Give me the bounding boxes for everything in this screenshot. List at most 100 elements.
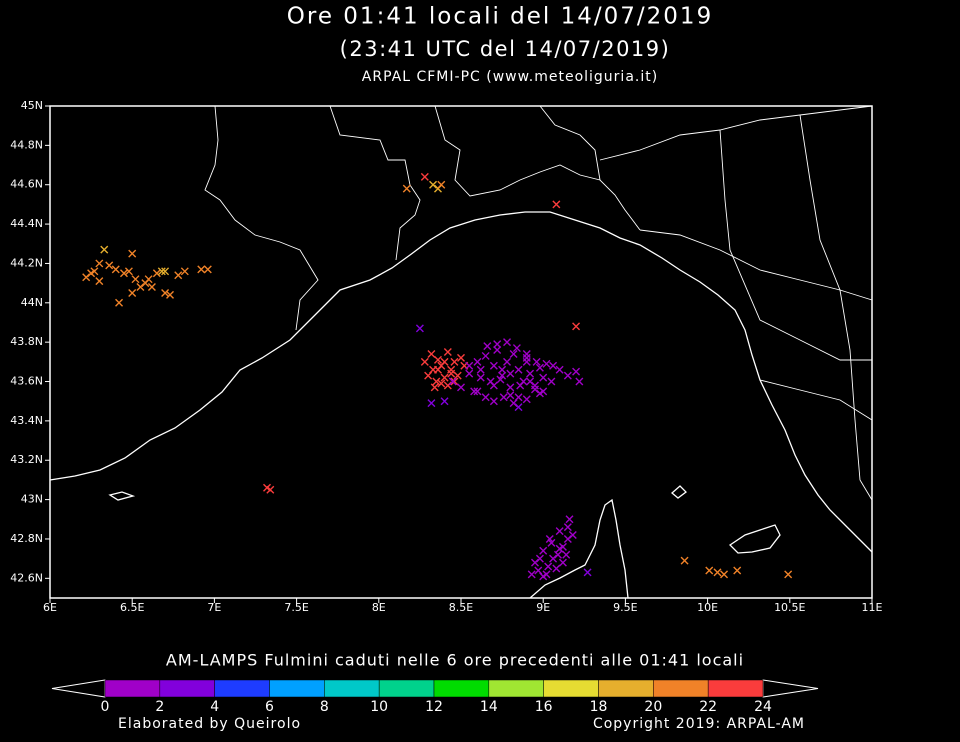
lightning-strike bbox=[563, 534, 572, 543]
lightning-strike bbox=[552, 200, 561, 209]
x-tick-label: 6.5E bbox=[120, 601, 144, 614]
lightning-strike bbox=[430, 383, 439, 392]
lightning-strike bbox=[535, 554, 544, 563]
lightning-strike bbox=[440, 397, 449, 406]
lightning-strike bbox=[572, 367, 581, 376]
lightning-strike bbox=[509, 349, 518, 358]
colorbar-segment bbox=[214, 679, 270, 698]
lightning-strike bbox=[544, 562, 553, 571]
colorbar-segment bbox=[543, 679, 599, 698]
lightning-strike bbox=[481, 351, 490, 360]
colorbar-segment bbox=[433, 679, 490, 698]
lightning-strike bbox=[514, 403, 523, 412]
lightning-strike bbox=[680, 556, 689, 565]
lightning-strike bbox=[420, 172, 429, 181]
lightning-strike bbox=[415, 324, 424, 333]
lightning-strike bbox=[526, 377, 535, 386]
lightning-strike bbox=[144, 275, 153, 284]
colorbar-segment bbox=[104, 679, 161, 698]
lightning-strike bbox=[90, 267, 99, 276]
lightning-strike bbox=[115, 298, 124, 307]
lightning-strike bbox=[437, 180, 446, 189]
lightning-strike bbox=[498, 365, 507, 374]
lightning-strike bbox=[470, 387, 479, 396]
lightning-strike bbox=[535, 389, 544, 398]
lightning-strike bbox=[128, 288, 137, 297]
lightning-strike bbox=[506, 383, 515, 392]
lightning-strike bbox=[473, 357, 482, 366]
lightning-strike bbox=[105, 261, 114, 270]
lightning-strike bbox=[506, 369, 515, 378]
lightning-strike bbox=[476, 373, 485, 382]
lightning-strike bbox=[493, 340, 502, 349]
lightning-strike bbox=[526, 369, 535, 378]
lightning-strike bbox=[542, 570, 551, 579]
lightning-strike bbox=[705, 566, 714, 575]
lightning-strike bbox=[489, 381, 498, 390]
colorbar-arrow-right bbox=[762, 679, 819, 698]
x-tick-label: 11E bbox=[862, 601, 883, 614]
y-tick-label: 42.6N bbox=[10, 571, 43, 584]
lightning-strike bbox=[503, 357, 512, 366]
colorbar-segment bbox=[598, 679, 654, 698]
lightning-strike bbox=[503, 338, 512, 347]
colorbar-segment bbox=[159, 679, 215, 698]
lightning-strike bbox=[530, 558, 539, 567]
colorbar-label: 6 bbox=[265, 699, 274, 715]
lightning-strike bbox=[575, 377, 584, 386]
colorbar-segment bbox=[324, 679, 380, 698]
lightning-strike bbox=[457, 353, 465, 362]
colorbar-label: 4 bbox=[210, 699, 219, 715]
lightning-strike bbox=[147, 283, 156, 292]
colorbar-label: 18 bbox=[590, 699, 608, 715]
lightning-strike bbox=[161, 267, 170, 276]
lightning-strike bbox=[100, 245, 109, 254]
x-tick-label: 10E bbox=[697, 601, 718, 614]
lightning-strike bbox=[427, 349, 436, 358]
lightning-strike bbox=[539, 546, 548, 555]
y-tick-label: 42.8N bbox=[10, 532, 43, 545]
lightning-strike bbox=[450, 377, 459, 386]
y-tick-label: 43.8N bbox=[10, 335, 43, 348]
lightning-strike bbox=[152, 269, 161, 278]
lightning-strike bbox=[542, 359, 551, 368]
y-tick-label: 43.2N bbox=[10, 453, 43, 466]
lightning-strike bbox=[437, 379, 446, 388]
lightning-strike bbox=[512, 344, 521, 353]
lightning-strike bbox=[443, 348, 452, 356]
lightning-strike bbox=[82, 273, 91, 282]
lightning-strike bbox=[465, 361, 474, 370]
x-tick-label: 9.5E bbox=[613, 601, 637, 614]
lightning-strike bbox=[174, 271, 183, 280]
colorbar-label: 22 bbox=[699, 699, 717, 715]
lightning-strike bbox=[443, 381, 452, 390]
map-source: ARPAL CFMI-PC (www.meteoliguria.it) bbox=[362, 69, 658, 85]
credit: Elaborated by Queirolo bbox=[118, 716, 301, 732]
lightning-strike bbox=[489, 397, 498, 406]
x-tick-label: 8E bbox=[372, 601, 386, 614]
lightning-strike bbox=[136, 283, 145, 292]
lightning-strike bbox=[555, 544, 564, 553]
y-tick-label: 44.4N bbox=[10, 217, 43, 230]
lightning-strike bbox=[583, 568, 592, 577]
lightning-strike bbox=[95, 259, 104, 268]
lightning-strike bbox=[552, 564, 561, 573]
colorbar-label: 16 bbox=[535, 699, 553, 715]
map-frame bbox=[49, 105, 873, 599]
colorbar-label: 12 bbox=[425, 699, 443, 715]
lightning-strike bbox=[547, 377, 556, 386]
lightning-strike bbox=[157, 267, 166, 276]
lightning-strike bbox=[450, 357, 459, 366]
colorbar-segment bbox=[269, 679, 325, 698]
x-tick-label: 9E bbox=[536, 601, 550, 614]
lightning-strike bbox=[568, 531, 577, 540]
lightning-strike bbox=[447, 369, 456, 378]
lightning-strike bbox=[784, 570, 793, 579]
lightning-strike bbox=[457, 383, 465, 392]
lightning-strike bbox=[161, 288, 170, 297]
lightning-strike bbox=[493, 346, 502, 355]
lightning-strike bbox=[489, 361, 498, 370]
lightning-strike bbox=[509, 399, 518, 408]
lightning-strike bbox=[203, 265, 212, 274]
lightning-strike bbox=[440, 357, 449, 366]
